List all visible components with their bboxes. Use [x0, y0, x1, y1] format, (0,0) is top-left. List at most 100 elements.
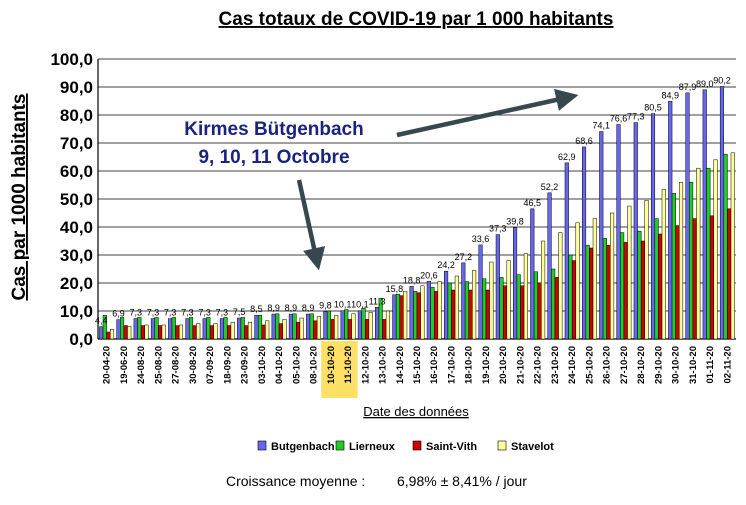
x-tick-label: 21-10-20: [515, 346, 526, 384]
bar-lierneux: [568, 254, 573, 340]
y-tick-label: 30,0: [60, 246, 93, 265]
bar-lierneux: [533, 271, 538, 340]
bar-lierneux: [102, 314, 107, 340]
bar-saint-vith: [727, 208, 732, 340]
bar-saint-vith: [209, 325, 214, 340]
x-tick-label: 19-10-20: [481, 346, 492, 384]
bar-stavelot: [472, 270, 477, 340]
bar-saint-vith: [106, 331, 111, 340]
bar-saint-vith: [227, 325, 232, 340]
y-tick-label: 80,0: [60, 106, 93, 125]
bar-saint-vith: [330, 319, 335, 340]
data-label: 76,6: [610, 114, 628, 124]
y-tick-label: 0,0: [69, 330, 93, 349]
bar-lierneux: [689, 181, 694, 340]
y-tick-label: 60,0: [60, 162, 93, 181]
data-label: 74,1: [593, 121, 611, 131]
bar-lierneux: [602, 237, 607, 340]
legend-swatch-stavelot: [497, 440, 507, 451]
data-label: 10,1: [334, 300, 352, 310]
bar-stavelot: [575, 222, 580, 340]
bar-stavelot: [454, 275, 459, 340]
bar-stavelot: [489, 261, 494, 340]
data-label: 10,1: [351, 300, 369, 310]
bar-stavelot: [299, 317, 304, 340]
bar-lierneux: [309, 313, 314, 340]
bar-lierneux: [516, 274, 521, 340]
bar-lierneux: [464, 281, 469, 340]
x-tick-label: 03-10-20: [257, 346, 268, 384]
bar-stavelot: [109, 328, 115, 340]
bar-lierneux: [326, 310, 332, 340]
bar-saint-vith: [365, 319, 370, 340]
bar-saint-vith: [313, 320, 318, 340]
bar-stavelot: [696, 167, 701, 340]
bar-stavelot: [178, 324, 184, 340]
x-tick-label: 04-10-20: [274, 346, 285, 384]
bar-butgenbach: [392, 294, 397, 340]
bar-saint-vith: [175, 325, 180, 340]
x-tick-label: 24-08-20: [136, 346, 147, 384]
bar-lierneux: [620, 232, 625, 340]
data-label: 9,8: [319, 301, 332, 311]
bar-butgenbach: [513, 227, 518, 340]
bar-saint-vith: [606, 244, 611, 340]
bar-stavelot: [247, 321, 253, 340]
bar-saint-vith: [554, 277, 559, 340]
data-label: 77,3: [627, 112, 645, 122]
bar-butgenbach: [426, 281, 431, 340]
bar-lierneux: [257, 314, 263, 340]
data-label: 33,6: [472, 234, 490, 244]
bar-saint-vith: [502, 285, 508, 340]
bar-lierneux: [706, 167, 711, 340]
bar-saint-vith: [347, 319, 352, 340]
bar-lierneux: [223, 317, 228, 340]
bar-stavelot: [541, 240, 546, 340]
bar-stavelot: [713, 159, 718, 340]
bar-butgenbach: [323, 311, 328, 340]
bar-butgenbach: [599, 131, 604, 340]
footer-label: Croissance moyenne :: [226, 473, 365, 489]
data-label: 62,9: [558, 152, 576, 162]
bar-stavelot: [213, 323, 218, 340]
bar-stavelot: [230, 321, 235, 340]
bar-butgenbach: [444, 270, 449, 340]
x-tick-label: 30-10-20: [671, 346, 682, 384]
data-label: 7,3: [181, 308, 194, 318]
x-tick-label: 18-09-20: [222, 346, 233, 384]
data-label: 7,3: [164, 308, 177, 318]
bar-saint-vith: [399, 295, 404, 340]
bar-butgenbach: [719, 86, 725, 340]
annotation-line2: 9, 10, 11 Octobre: [198, 147, 349, 168]
bar-lierneux: [292, 313, 297, 340]
x-tick-label: 10-10-20: [326, 346, 337, 384]
x-tick-label: 25-08-20: [153, 346, 164, 384]
bar-saint-vith: [520, 285, 525, 340]
data-label: 11,3: [369, 296, 386, 306]
bar-lierneux: [654, 218, 659, 340]
bar-stavelot: [282, 319, 287, 340]
bar-stavelot: [678, 181, 684, 340]
data-label: 87,9: [679, 82, 697, 92]
bar-saint-vith: [468, 289, 473, 340]
bar-butgenbach: [461, 262, 466, 340]
bar-saint-vith: [244, 325, 249, 340]
data-label: 8,9: [267, 303, 280, 313]
bar-butgenbach: [306, 313, 311, 340]
bar-butgenbach: [219, 318, 224, 340]
data-label: 7,3: [129, 308, 142, 318]
x-tick-label: 01-11-20: [705, 346, 716, 384]
bar-lierneux: [395, 293, 401, 340]
x-tick-label: 28-10-20: [636, 346, 647, 384]
bar-lierneux: [120, 317, 125, 340]
x-tick-label: 27-08-20: [171, 346, 182, 384]
annotation-arrow-down: [296, 179, 326, 271]
x-tick-label: 27-10-20: [619, 346, 630, 384]
bar-butgenbach: [495, 234, 500, 340]
bar-lierneux: [723, 153, 728, 340]
annotation-line1: Kirmes Bütgenbach: [184, 119, 363, 140]
y-tick-label: 50,0: [60, 190, 93, 209]
x-tick-label: 15-10-20: [412, 346, 423, 384]
bar-stavelot: [316, 316, 321, 340]
legend-label-saint-vith: Saint-Vith: [426, 441, 477, 453]
